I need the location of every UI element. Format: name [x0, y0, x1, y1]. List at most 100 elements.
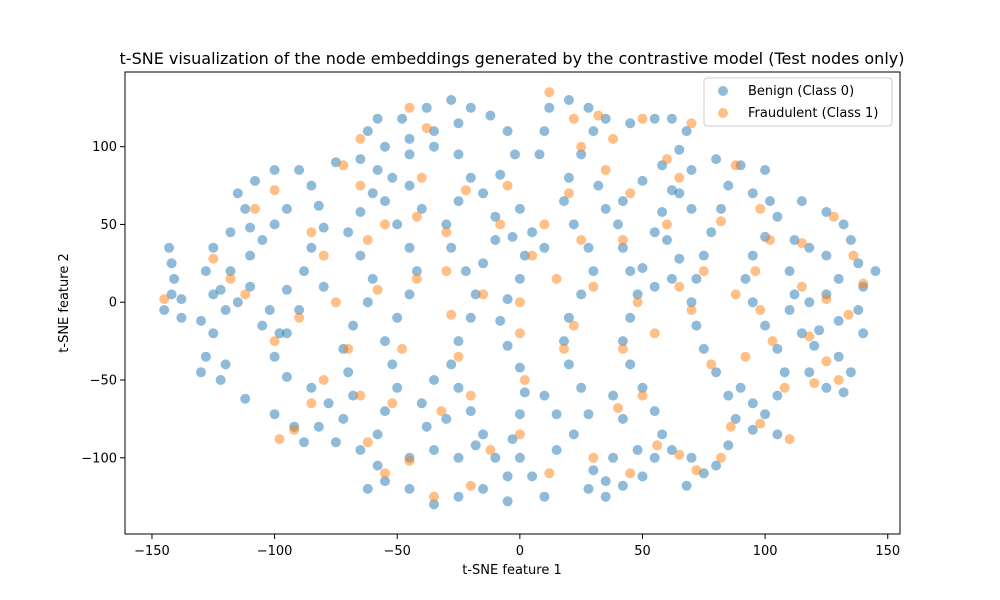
scatter-point: [706, 227, 717, 238]
scatter-point: [519, 250, 530, 261]
scatter-point: [559, 336, 569, 347]
scatter-point: [632, 445, 643, 455]
scatter-point: [404, 133, 415, 144]
scatter-point: [436, 406, 447, 417]
scatter-point: [225, 266, 236, 277]
scatter-point: [657, 207, 668, 217]
scatter-point: [613, 403, 623, 413]
scatter-point: [559, 343, 569, 354]
scatter-point: [453, 351, 464, 362]
scatter-point: [593, 110, 604, 121]
scatter-point: [196, 367, 206, 378]
scatter-point: [355, 390, 366, 401]
x-tick-label: 100: [753, 544, 778, 559]
scatter-point: [698, 343, 709, 354]
scatter-point: [240, 289, 251, 300]
scatter-point: [404, 455, 415, 466]
scatter-point: [478, 188, 489, 199]
scatter-point: [380, 468, 390, 479]
scatter-point: [666, 273, 677, 284]
scatter-point: [338, 160, 349, 171]
scatter-point: [478, 429, 489, 440]
scatter-point: [833, 273, 844, 284]
scatter-point: [465, 312, 476, 323]
scatter-point: [568, 429, 579, 440]
scatter-point: [367, 188, 378, 199]
scatter-point: [576, 382, 587, 393]
scatter-point: [772, 343, 783, 354]
scatter-point: [355, 180, 366, 191]
scatter-point: [429, 499, 439, 510]
scatter-point: [747, 188, 758, 199]
x-tick-label: −100: [257, 544, 293, 559]
scatter-point: [343, 227, 354, 238]
scatter-point: [470, 440, 481, 451]
scatter-point: [411, 273, 422, 284]
scatter-point: [245, 281, 256, 292]
scatter-point: [289, 424, 300, 435]
scatter-point: [625, 188, 636, 199]
scatter-point: [527, 471, 538, 482]
scatter-point: [502, 294, 513, 305]
scatter-point: [848, 250, 859, 261]
scatter-point: [625, 266, 636, 277]
scatter-point: [281, 371, 292, 382]
scatter-point: [306, 398, 317, 409]
scatter-point: [225, 227, 236, 238]
scatter-point: [362, 483, 373, 494]
scatter-point: [711, 460, 722, 471]
scatter-point: [485, 445, 496, 455]
scatter-point: [686, 203, 697, 214]
scatter-point: [502, 126, 513, 137]
scatter-point: [747, 297, 758, 308]
scatter-point: [784, 305, 795, 315]
scatter-point: [583, 409, 594, 420]
scatter-point: [465, 480, 476, 491]
scatter-point: [306, 180, 317, 191]
scatter-point: [478, 483, 489, 494]
scatter-point: [755, 305, 766, 315]
scatter-point: [730, 160, 741, 171]
scatter-point: [164, 242, 175, 253]
scatter-point: [804, 331, 815, 342]
scatter-point: [478, 258, 489, 269]
scatter-point: [821, 382, 832, 393]
scatter-point: [372, 460, 383, 471]
scatter-point: [838, 387, 849, 398]
scatter-point: [232, 297, 243, 308]
scatter-point: [446, 309, 457, 320]
scatter-point: [583, 483, 594, 494]
scatter-point: [828, 211, 839, 222]
scatter-point: [789, 289, 800, 300]
scatter-point: [765, 235, 775, 245]
scatter-point: [617, 336, 628, 347]
scatter-point: [711, 154, 722, 165]
scatter-point: [843, 309, 854, 320]
scatter-point: [318, 250, 329, 261]
scatter-point: [804, 297, 815, 308]
scatter-point: [380, 196, 390, 207]
scatter-point: [429, 375, 439, 385]
scatter-point: [240, 203, 251, 214]
scatter-point: [767, 336, 778, 347]
legend-box: [703, 77, 893, 127]
scatter-point: [362, 297, 373, 308]
scatter-point: [772, 429, 783, 440]
scatter-point: [169, 273, 180, 284]
scatter-point: [576, 141, 587, 152]
scatter-point: [637, 263, 648, 273]
x-axis-label: t-SNE feature 1: [462, 563, 561, 578]
scatter-point: [657, 429, 668, 440]
plot-frame: [124, 71, 901, 535]
scatter-point: [362, 235, 373, 245]
scatter-point: [514, 362, 525, 373]
scatter-point: [568, 219, 579, 230]
scatter-point: [281, 328, 292, 339]
scatter-point: [495, 315, 506, 326]
scatter-point: [845, 367, 856, 378]
scatter-point: [220, 305, 231, 315]
scatter-point: [269, 185, 280, 196]
scatter-point: [760, 409, 771, 420]
scatter-point: [637, 113, 648, 124]
scatter-point: [372, 284, 383, 295]
